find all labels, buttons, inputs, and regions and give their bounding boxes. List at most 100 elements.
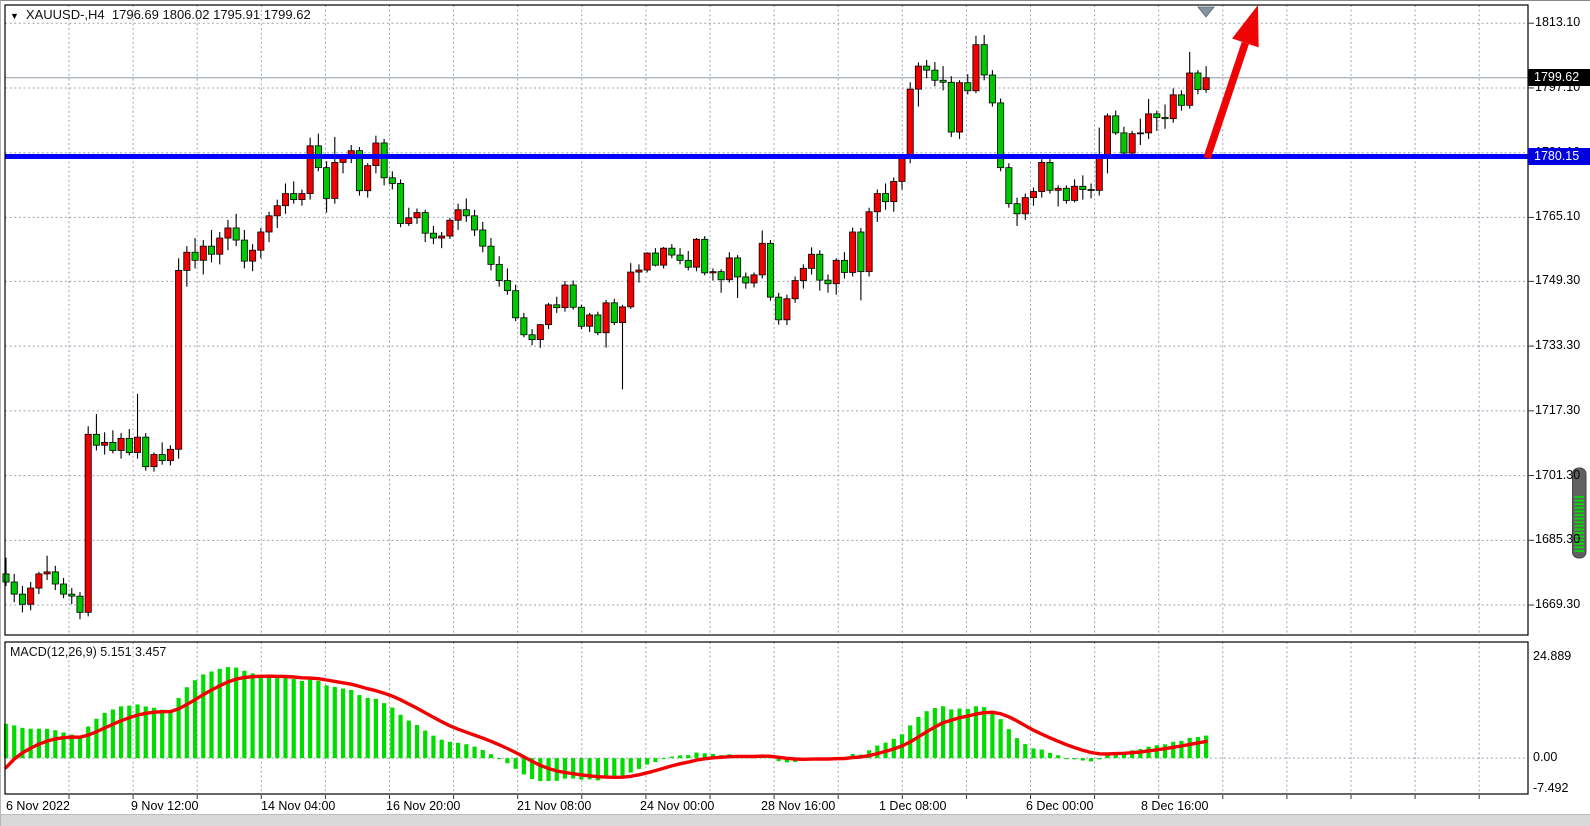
candle [725, 252, 733, 283]
candle [380, 138, 388, 186]
macd-signal-line [4, 674, 1208, 779]
symbol-dropdown-icon[interactable]: ▼ [10, 11, 19, 21]
candle [1186, 51, 1194, 109]
chart-title: ▼ XAUUSD-,H4 1796.69 1806.02 1795.91 1799… [10, 7, 311, 22]
candle [1194, 70, 1202, 95]
candle [405, 207, 413, 226]
candle [956, 80, 964, 139]
candle [191, 238, 199, 269]
candle [561, 280, 569, 312]
candle [619, 304, 627, 390]
candle [594, 311, 602, 336]
candle [1145, 98, 1153, 139]
gridlines [5, 5, 1528, 799]
candle [1021, 193, 1029, 220]
candle [676, 248, 684, 265]
candle [1005, 163, 1013, 208]
candle [35, 571, 43, 595]
time-label: 24 Nov 00:00 [640, 799, 715, 813]
macd-axis-label: 24.889 [1533, 648, 1572, 663]
candle [890, 177, 898, 212]
price-label: 1669.30 [1535, 597, 1581, 612]
candle [1128, 130, 1136, 158]
candle [1161, 104, 1169, 129]
candle [273, 199, 281, 228]
candle [635, 264, 643, 283]
candle [60, 577, 68, 599]
candle [117, 433, 125, 459]
candle [199, 240, 207, 275]
price-label: 1749.30 [1535, 273, 1581, 288]
candle [734, 255, 742, 298]
candle [207, 229, 215, 263]
candle [249, 244, 257, 272]
candle [882, 183, 890, 210]
price-label: 1717.30 [1535, 402, 1581, 417]
time-label: 6 Nov 2022 [6, 799, 70, 813]
candle [1120, 126, 1128, 156]
candle [660, 246, 668, 269]
candle [709, 268, 717, 281]
macd-indicator-label: MACD(12,26,9) 5.151 3.457 [10, 645, 167, 659]
price-label: 1765.10 [1535, 209, 1581, 224]
candle [1038, 159, 1046, 198]
candle [76, 592, 84, 620]
time-label: 1 Dec 08:00 [879, 799, 947, 813]
candle [1095, 127, 1103, 196]
candle [1087, 183, 1095, 199]
candle [1177, 90, 1185, 111]
candle [158, 442, 166, 465]
price-label: 1685.30 [1535, 532, 1581, 547]
triangle-marker-object[interactable] [1197, 6, 1215, 18]
candle [216, 231, 224, 265]
candle [840, 252, 848, 279]
candle [528, 329, 536, 346]
macd-axis-label: 0.00 [1533, 750, 1558, 765]
candle [857, 227, 865, 301]
candle [134, 393, 142, 459]
scrollbar[interactable] [1572, 467, 1587, 559]
candle [224, 219, 232, 251]
candle [240, 229, 248, 269]
window-bottom-edge [1, 814, 1590, 826]
candle [232, 213, 240, 247]
candle [586, 312, 594, 332]
candle [68, 588, 76, 605]
candle [1153, 110, 1161, 131]
candle [1103, 113, 1111, 174]
candle [175, 258, 183, 459]
candle [553, 296, 561, 313]
candle [577, 304, 585, 330]
candle [388, 171, 396, 190]
candle [742, 272, 750, 289]
time-label: 28 Nov 16:00 [761, 799, 836, 813]
candle [808, 247, 816, 275]
candle [43, 555, 51, 580]
candle [51, 565, 59, 591]
candle [265, 211, 273, 243]
candle [421, 209, 429, 243]
candle [865, 207, 873, 277]
trend-arrow-object[interactable] [1203, 5, 1259, 160]
time-label: 14 Nov 04:00 [261, 799, 336, 813]
candle [495, 256, 503, 287]
candle [1136, 118, 1144, 145]
candle [816, 250, 824, 291]
hline-price-value: 1780.15 [1534, 149, 1580, 164]
candle [290, 181, 298, 204]
candle [479, 221, 487, 253]
candle [101, 432, 109, 455]
candle [166, 445, 174, 466]
candle [914, 62, 922, 107]
price-label: 1701.30 [1535, 467, 1581, 482]
hline-price-tag: 1780.15 [1528, 148, 1590, 166]
current-price-value: 1799.62 [1534, 70, 1580, 85]
macd-histogram [3, 667, 1209, 782]
candle [413, 208, 421, 224]
candle [281, 183, 289, 214]
candle [931, 62, 939, 87]
candle [314, 133, 322, 172]
candle [471, 209, 479, 237]
